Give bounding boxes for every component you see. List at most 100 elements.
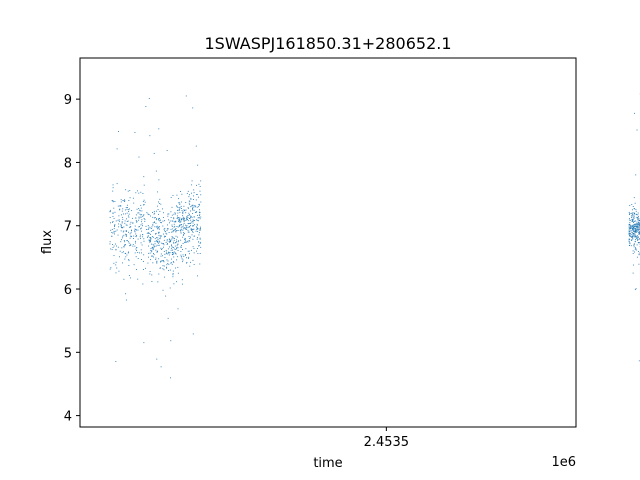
data-point	[180, 205, 182, 207]
data-point	[183, 233, 185, 234]
data-point	[628, 233, 630, 235]
data-point	[162, 208, 163, 210]
data-point	[192, 231, 194, 233]
data-point	[633, 243, 635, 245]
data-point	[164, 253, 166, 255]
data-point	[631, 236, 633, 237]
data-point	[120, 223, 122, 225]
data-point	[135, 256, 137, 258]
data-point	[630, 219, 632, 221]
data-point	[632, 206, 634, 207]
data-point	[188, 196, 190, 198]
data-point	[143, 184, 145, 186]
data-point	[636, 216, 638, 218]
data-point	[181, 283, 183, 285]
data-point	[117, 234, 119, 236]
data-point	[160, 247, 162, 249]
data-point	[196, 194, 198, 195]
data-point	[142, 283, 144, 285]
data-point	[121, 221, 123, 223]
data-point	[193, 199, 194, 200]
data-point	[125, 235, 127, 237]
data-point	[632, 250, 634, 252]
data-point	[196, 227, 198, 229]
data-point	[637, 239, 639, 241]
data-point	[188, 226, 190, 227]
data-point	[168, 263, 170, 265]
data-point	[109, 243, 111, 245]
data-point	[124, 244, 126, 246]
data-point	[130, 244, 132, 246]
data-point	[143, 204, 144, 206]
data-point	[636, 226, 638, 228]
data-point	[166, 150, 168, 151]
data-point	[177, 247, 179, 249]
data-point	[114, 201, 116, 202]
data-point	[156, 358, 158, 360]
data-point	[187, 229, 189, 231]
data-point	[163, 276, 165, 278]
data-point	[124, 222, 126, 224]
data-point	[152, 262, 154, 264]
data-point	[135, 192, 137, 194]
data-point	[113, 231, 115, 233]
data-point	[157, 228, 159, 230]
data-point	[633, 214, 635, 216]
data-point	[630, 230, 632, 232]
data-point	[163, 269, 165, 271]
data-point	[629, 232, 631, 234]
y-tick-label: 8	[64, 156, 72, 171]
data-point	[183, 256, 185, 258]
data-point	[146, 212, 148, 214]
data-point	[133, 235, 135, 237]
data-point	[178, 225, 180, 227]
data-point	[163, 244, 165, 246]
data-point	[187, 250, 189, 252]
data-point	[167, 252, 169, 254]
data-point	[196, 250, 197, 252]
data-point	[634, 228, 636, 230]
data-point	[637, 221, 639, 223]
data-point	[115, 261, 117, 263]
data-point	[157, 281, 159, 283]
data-point	[632, 237, 634, 239]
data-point	[159, 210, 161, 212]
data-point	[162, 217, 164, 218]
data-point	[127, 215, 129, 217]
data-point	[175, 221, 177, 223]
data-point	[186, 217, 188, 219]
data-point	[126, 221, 128, 222]
data-point	[181, 279, 183, 281]
data-point	[176, 230, 178, 231]
data-point	[152, 249, 154, 250]
data-point	[179, 211, 181, 213]
data-point	[140, 191, 142, 193]
data-point	[121, 247, 123, 249]
data-point	[121, 262, 123, 264]
data-point	[181, 219, 182, 221]
data-point	[149, 252, 151, 254]
data-point	[152, 216, 154, 218]
data-point	[190, 261, 191, 263]
data-point	[182, 236, 184, 238]
data-point	[153, 213, 155, 215]
data-point	[199, 229, 201, 231]
data-point	[180, 231, 182, 233]
data-point	[141, 219, 143, 221]
data-point	[188, 207, 189, 209]
data-point	[162, 220, 164, 222]
data-point	[157, 227, 159, 229]
data-point	[635, 230, 637, 232]
data-point	[172, 231, 174, 233]
data-point	[191, 230, 193, 231]
data-point	[635, 223, 637, 225]
data-point	[147, 213, 149, 215]
data-point	[167, 243, 168, 245]
data-point	[129, 233, 131, 235]
data-point	[156, 226, 157, 228]
data-point	[193, 189, 195, 191]
data-point	[119, 256, 120, 258]
data-point	[628, 232, 630, 234]
data-point	[199, 215, 201, 217]
